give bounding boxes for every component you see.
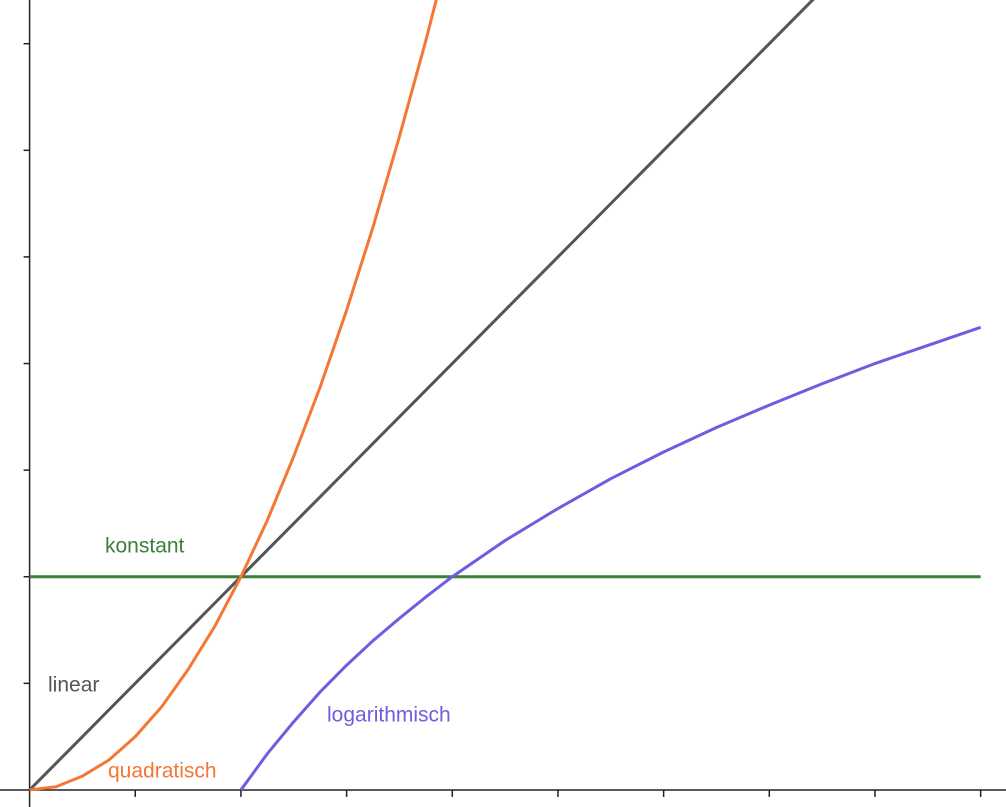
series-label: konstant bbox=[105, 535, 185, 558]
series-line bbox=[28, 0, 815, 791]
series-line bbox=[29, 0, 438, 792]
series-label: quadratisch bbox=[108, 760, 217, 783]
series-label: logarithmisch bbox=[327, 704, 451, 727]
series-line bbox=[239, 325, 982, 791]
series-label: linear bbox=[48, 674, 99, 697]
